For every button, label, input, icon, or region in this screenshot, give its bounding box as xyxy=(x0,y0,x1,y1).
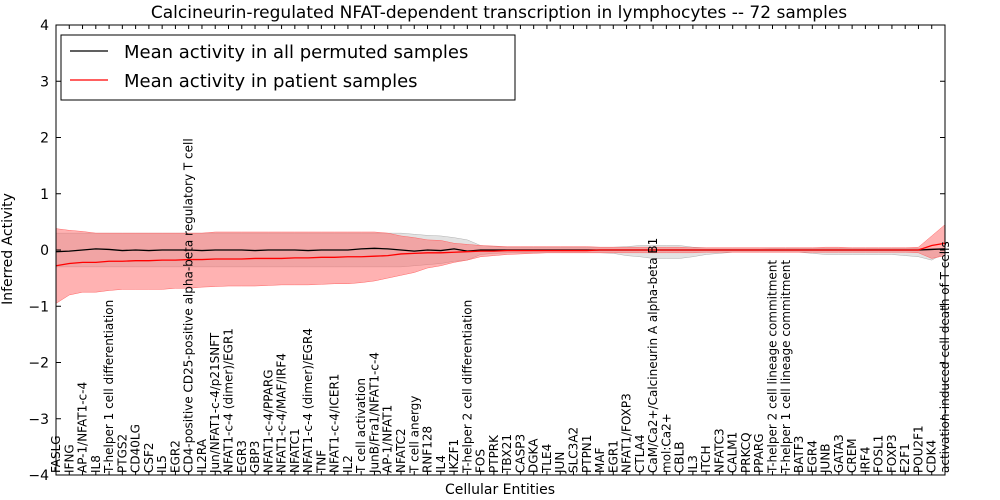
x-category-label: FOS xyxy=(474,449,488,473)
x-category-label: GATA3 xyxy=(832,434,846,473)
x-category-label: FOSL1 xyxy=(872,435,886,473)
x-category-label: JunB/Fra1/NFAT1-c-4 xyxy=(367,352,381,474)
category-labels: FASLG IFNG AP-1/NFAT1-c-4 IL8 T-helper 1 cel… xyxy=(49,138,952,474)
x-category-label: CTLA4 xyxy=(633,434,647,473)
x-category-label: PRKCQ xyxy=(739,432,753,473)
x-category-label: T-helper 2 cell differentiation xyxy=(460,300,474,474)
y-tick-label: −2 xyxy=(28,356,49,372)
x-axis-title: Cellular Entities xyxy=(445,482,555,498)
x-category-label: CREM xyxy=(845,438,859,473)
x-category-label: FOXP3 xyxy=(885,434,899,473)
x-category-label: NFAT1-c-4/ICER1 xyxy=(328,374,342,473)
x-category-label: IL8 xyxy=(89,455,103,473)
x-category-label: DGKA xyxy=(527,438,541,473)
legend-frame xyxy=(60,34,516,101)
x-category-label: IL5 xyxy=(155,455,169,473)
x-category-label: mol:Ca2+ xyxy=(659,413,673,473)
y-tick-label: 2 xyxy=(40,131,49,147)
x-category-label: ITCH xyxy=(699,445,713,473)
x-category-label: CASP3 xyxy=(513,434,527,473)
x-category-label: T-helper 1 cell lineage commitment xyxy=(779,260,793,474)
x-category-label: CALM1 xyxy=(726,432,740,473)
x-category-label: T-helper 2 cell lineage commitment xyxy=(766,260,780,474)
x-category-label: IL3 xyxy=(686,455,700,473)
chart-title: Calcineurin-regulated NFAT-dependent tra… xyxy=(151,3,847,23)
series-lines xyxy=(55,242,946,267)
legend-label-permuted: Mean activity in all permuted samples xyxy=(124,42,468,63)
x-category-label: E2F1 xyxy=(898,443,912,473)
x-category-label: NFATC3 xyxy=(712,428,726,473)
legend: Mean activity in all permuted samples Me… xyxy=(60,34,516,101)
x-category-label: JUN xyxy=(553,452,567,474)
x-category-label: TNF xyxy=(314,450,328,474)
x-category-label: POU2F1 xyxy=(911,425,925,473)
x-category-label: IFNG xyxy=(62,444,76,473)
x-category-label: PPARG xyxy=(752,433,766,473)
x-category-label: GBP3 xyxy=(248,441,262,473)
y-tick-label: −4 xyxy=(28,468,49,484)
legend-label-patient: Mean activity in patient samples xyxy=(124,71,418,92)
x-category-label: IRF4 xyxy=(858,447,872,473)
x-category-label: T-helper 1 cell differentiation xyxy=(102,300,116,474)
y-tick-label: 0 xyxy=(40,243,49,259)
x-category-label: PTGS2 xyxy=(115,434,129,473)
x-category-label: IKZF1 xyxy=(447,439,461,473)
x-category-label: TLE4 xyxy=(540,444,554,474)
series-line-1 xyxy=(55,242,946,267)
y-tick-label: 1 xyxy=(40,187,49,203)
x-category-label: EGR2 xyxy=(168,440,182,473)
x-category-label: JUNB xyxy=(819,443,833,474)
x-category-label: EGR4 xyxy=(805,440,819,473)
x-category-label: CBLB xyxy=(673,441,687,473)
x-category-label: T cell anergy xyxy=(407,396,421,474)
x-category-label: T cell activation xyxy=(354,378,368,474)
x-category-label: NFATC1 xyxy=(288,428,302,473)
x-category-label: SLC3A2 xyxy=(566,427,580,473)
x-category-label: EGR1 xyxy=(606,440,620,473)
x-category-label: CD4-positive CD25-positive alpha-beta re… xyxy=(182,138,196,473)
x-category-label: Jun/NFAT1-c-4/p21SNFT xyxy=(208,332,222,474)
x-category-label: NFAT1-c-4/PPARG xyxy=(261,369,275,473)
y-tick-label: 4 xyxy=(40,18,49,34)
x-category-label: IL2 xyxy=(341,455,355,473)
x-category-label: CDK4 xyxy=(925,440,939,473)
x-category-label: NFAT1-c-4 (dimer)/EGR4 xyxy=(301,328,315,473)
y-tick-label: 3 xyxy=(40,74,49,90)
y-tick-label: −3 xyxy=(28,412,49,428)
x-category-label: NFAT1-c-4/MAF/IRF4 xyxy=(275,353,289,473)
x-category-label: BATF3 xyxy=(792,436,806,473)
x-category-label: AP-1/NFAT1 xyxy=(381,405,395,473)
x-category-label: EGR3 xyxy=(235,440,249,473)
x-category-label: CD40LG xyxy=(129,424,143,473)
x-category-label: MAF xyxy=(593,447,607,473)
y-axis-title: Inferred Activity xyxy=(0,193,16,305)
axes: −4 −3 −2 −1 0 1 2 3 4 xyxy=(28,18,946,484)
x-category-label: PTPRK xyxy=(487,434,501,473)
x-category-label: NFAT1-c-4 (dimer)/EGR1 xyxy=(221,328,235,473)
x-category-label: CSF2 xyxy=(142,442,156,473)
x-category-label: RNF128 xyxy=(421,426,435,473)
x-category-label: IL4 xyxy=(434,455,448,473)
x-category-label: AP-1/NFAT1-c-4 xyxy=(76,382,90,473)
x-category-label: CaM/Ca2+/Calcineurin A alpha-beta B1 xyxy=(646,238,660,473)
y-tick-label: −1 xyxy=(28,299,49,315)
x-category-label: PTPN1 xyxy=(580,435,594,473)
x-category-label: NFAT1/FOXP3 xyxy=(620,393,634,473)
x-category-label: NFATC2 xyxy=(394,428,408,473)
x-category-label: TBX21 xyxy=(500,434,514,474)
x-category-label: IL2RA xyxy=(195,438,209,473)
